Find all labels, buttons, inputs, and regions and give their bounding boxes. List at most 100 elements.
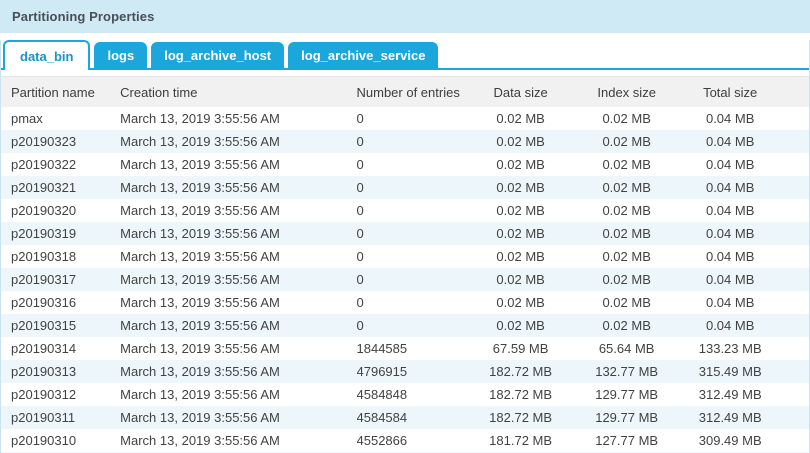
tab-label: log_archive_service [301, 47, 426, 63]
cell-number-of-entries: 0 [356, 318, 364, 333]
cell-partition-name: p20190315 [11, 318, 77, 333]
cell-partition-name: p20190312 [11, 387, 77, 402]
tab-log_archive_service[interactable]: log_archive_service [288, 42, 439, 68]
cell-creation-time: March 13, 2019 3:55:56 AM [120, 318, 280, 333]
cell-partition-name: p20190319 [11, 226, 77, 241]
cell-creation-time: March 13, 2019 3:55:56 AM [120, 341, 280, 356]
cell-creation-time: March 13, 2019 3:55:56 AM [120, 157, 280, 172]
cell-spacer [781, 268, 809, 291]
tab-label: logs [107, 47, 135, 63]
tab-bar-underline [1, 68, 809, 70]
cell-data-size: 182.72 MB [489, 387, 553, 402]
cell-partition-name: p20190311 [11, 410, 76, 425]
cell-number-of-entries: 1844585 [356, 341, 408, 356]
cell-creation-time: March 13, 2019 3:55:56 AM [120, 180, 280, 195]
cell-data-size: 0.02 MB [496, 318, 545, 333]
cell-index-size: 0.02 MB [602, 226, 651, 241]
cell-spacer [781, 383, 809, 406]
cell-total-size: 0.04 MB [705, 226, 755, 241]
cell-total-size: 0.04 MB [705, 180, 755, 195]
cell-index-size: 0.02 MB [602, 272, 651, 287]
tab-label: log_archive_host [164, 47, 272, 63]
cell-total-size: 0.04 MB [705, 157, 755, 172]
table-row: p20190310 March 13, 2019 3:55:56 AM 4552… [1, 429, 809, 452]
cell-total-size: 0.04 MB [705, 203, 755, 218]
cell-spacer [781, 360, 809, 383]
cell-number-of-entries: 4796915 [356, 364, 408, 379]
table-row: p20190311 March 13, 2019 3:55:56 AM 4584… [1, 406, 809, 429]
cell-creation-time: March 13, 2019 3:55:56 AM [120, 387, 280, 402]
table-row: p20190319 March 13, 2019 3:55:56 AM 0 0.… [1, 222, 809, 245]
table-row: p20190322 March 13, 2019 3:55:56 AM 0 0.… [1, 153, 809, 176]
table-row: p20190312 March 13, 2019 3:55:56 AM 4584… [1, 383, 809, 406]
table-row: p20190320 March 13, 2019 3:55:56 AM 0 0.… [1, 199, 809, 222]
cell-data-size: 0.02 MB [496, 157, 545, 172]
cell-data-size: 0.02 MB [496, 134, 545, 149]
cell-total-size: 0.04 MB [705, 318, 755, 333]
cell-index-size: 0.02 MB [602, 180, 651, 195]
partitions-table: Partition name Creation time Number of ent… [1, 76, 809, 452]
table-body: pmax March 13, 2019 3:55:56 AM 0 0.02 MB… [1, 107, 809, 452]
cell-index-size: 129.77 MB [595, 387, 659, 402]
cell-spacer [781, 153, 809, 176]
cell-data-size: 0.02 MB [496, 226, 545, 241]
cell-index-size: 129.77 MB [595, 410, 659, 425]
cell-creation-time: March 13, 2019 3:55:56 AM [120, 433, 280, 448]
cell-partition-name: p20190316 [11, 295, 77, 310]
cell-spacer [781, 107, 809, 130]
tab-data_bin[interactable]: data_bin [3, 40, 91, 70]
cell-spacer [781, 222, 809, 245]
cell-spacer [781, 176, 809, 199]
tab-logs[interactable]: logs [94, 42, 148, 68]
table-row: p20190323 March 13, 2019 3:55:56 AM 0 0.… [1, 130, 809, 153]
table-row: p20190314 March 13, 2019 3:55:56 AM 1844… [1, 337, 809, 360]
cell-partition-name: p20190317 [11, 272, 77, 287]
cell-spacer [781, 245, 809, 268]
table-row: p20190315 March 13, 2019 3:55:56 AM 0 0.… [1, 314, 809, 337]
cell-number-of-entries: 0 [356, 157, 364, 172]
cell-total-size: 0.04 MB [705, 249, 755, 264]
cell-total-size: 0.04 MB [705, 272, 755, 287]
table-row: p20190316 March 13, 2019 3:55:56 AM 0 0.… [1, 291, 809, 314]
column-header-creation-time: Creation time [120, 76, 357, 107]
panel-content: data_bin logs log_archive_host log_archive_… [0, 40, 810, 453]
cell-partition-name: p20190314 [11, 341, 77, 356]
cell-index-size: 65.64 MB [598, 341, 655, 356]
cell-data-size: 182.72 MB [489, 364, 553, 379]
tab-log_archive_host[interactable]: log_archive_host [151, 42, 285, 68]
cell-index-size: 0.02 MB [602, 318, 651, 333]
table-row: pmax March 13, 2019 3:55:56 AM 0 0.02 MB… [1, 107, 809, 130]
cell-number-of-entries: 0 [356, 249, 364, 264]
cell-data-size: 0.02 MB [496, 203, 545, 218]
table-header-row: Partition name Creation time Number of ent… [1, 76, 809, 107]
cell-spacer [781, 130, 809, 153]
cell-index-size: 127.77 MB [595, 433, 659, 448]
cell-data-size: 67.59 MB [492, 341, 549, 356]
cell-total-size: 309.49 MB [698, 433, 762, 448]
cell-partition-name: p20190318 [11, 249, 77, 264]
cell-index-size: 0.02 MB [602, 157, 651, 172]
cell-partition-name: p20190321 [11, 180, 77, 195]
cell-creation-time: March 13, 2019 3:55:56 AM [120, 134, 280, 149]
cell-total-size: 0.04 MB [705, 111, 755, 126]
table-row: p20190318 March 13, 2019 3:55:56 AM 0 0.… [1, 245, 809, 268]
column-header-total-size: Total size [679, 76, 781, 107]
cell-creation-time: March 13, 2019 3:55:56 AM [120, 249, 280, 264]
cell-index-size: 0.02 MB [602, 295, 651, 310]
cell-data-size: 181.72 MB [489, 433, 553, 448]
tab-bar: data_bin logs log_archive_host log_archive_… [1, 40, 809, 70]
cell-number-of-entries: 0 [356, 180, 364, 195]
cell-spacer [781, 337, 809, 360]
cell-creation-time: March 13, 2019 3:55:56 AM [120, 111, 280, 126]
cell-creation-time: March 13, 2019 3:55:56 AM [120, 203, 280, 218]
cell-spacer [781, 429, 809, 452]
cell-partition-name: p20190320 [11, 203, 77, 218]
cell-index-size: 0.02 MB [602, 249, 651, 264]
panel-title-bar: Partitioning Properties [0, 0, 810, 33]
cell-creation-time: March 13, 2019 3:55:56 AM [120, 410, 280, 425]
cell-data-size: 0.02 MB [496, 111, 545, 126]
cell-data-size: 182.72 MB [489, 410, 553, 425]
column-header-data-size: Data size [467, 76, 574, 107]
cell-data-size: 0.02 MB [496, 180, 545, 195]
